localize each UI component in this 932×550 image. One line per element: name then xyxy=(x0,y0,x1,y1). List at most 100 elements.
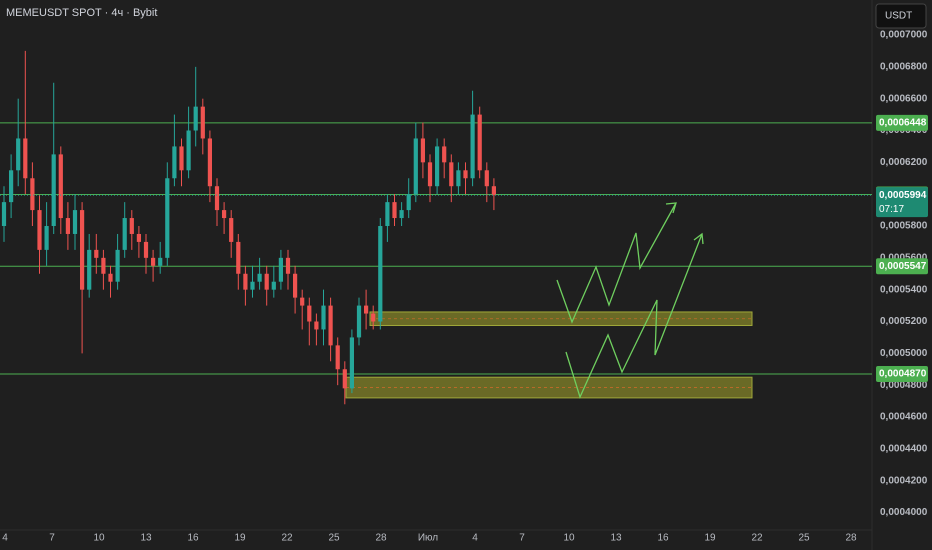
x-tick-label: 19 xyxy=(704,533,716,544)
candle-body xyxy=(378,226,383,322)
candle-body xyxy=(371,313,376,322)
x-tick-label: 13 xyxy=(140,533,152,544)
candle-body xyxy=(80,210,85,290)
level-tag xyxy=(876,114,928,131)
candle-body xyxy=(44,226,49,250)
candle-body xyxy=(37,210,42,250)
candle-body xyxy=(158,257,163,266)
candle-body xyxy=(115,249,120,282)
candle-body xyxy=(470,114,475,179)
candle-body xyxy=(456,170,461,187)
y-tick-label: 0,0004600 xyxy=(880,412,928,423)
candle-body xyxy=(392,202,397,219)
level-tag-label: 0,0005547 xyxy=(879,261,927,272)
candle-body xyxy=(484,170,489,187)
candle-body xyxy=(307,305,312,322)
candle-body xyxy=(229,218,234,242)
currency-label: USDT xyxy=(885,11,912,22)
candle-body xyxy=(179,146,184,171)
candle-body xyxy=(271,281,276,290)
candle-body xyxy=(30,178,35,211)
candle-body xyxy=(222,210,227,219)
level-tag-label: 0,0004870 xyxy=(879,369,927,380)
candle-body xyxy=(129,218,134,234)
y-tick-label: 0,0006600 xyxy=(880,93,928,104)
candle-body xyxy=(449,162,454,187)
candle-body xyxy=(94,249,99,258)
candle-body xyxy=(51,154,56,227)
candle-body xyxy=(321,305,326,330)
x-tick-label: 25 xyxy=(798,533,810,544)
candle-body xyxy=(58,154,63,219)
candle-body xyxy=(356,305,362,338)
candle-body xyxy=(314,321,319,330)
candle-body xyxy=(72,210,78,234)
candle-body xyxy=(293,273,298,298)
y-tick-label: 0,0004800 xyxy=(880,380,928,391)
x-tick-label: 10 xyxy=(563,533,575,544)
candle-body xyxy=(264,273,269,290)
candle-body xyxy=(236,241,241,274)
y-tick-label: 0,0005200 xyxy=(880,316,928,327)
x-tick-label: 4 xyxy=(2,533,8,544)
candle-body xyxy=(87,249,92,290)
candle-body xyxy=(101,257,106,274)
candle-body xyxy=(257,273,262,282)
y-tick-label: 0,0004400 xyxy=(880,443,928,454)
x-tick-label: 28 xyxy=(845,533,857,544)
y-tick-label: 0,0007000 xyxy=(880,30,928,41)
x-tick-label: 7 xyxy=(519,533,525,544)
x-tick-label: 4 xyxy=(472,533,478,544)
candle-body xyxy=(193,106,198,131)
x-tick-label: 16 xyxy=(187,533,199,544)
candle-body xyxy=(328,305,333,346)
x-tick-label: 13 xyxy=(610,533,622,544)
y-tick-label: 0,0004000 xyxy=(880,507,928,518)
drawing-arrows xyxy=(556,202,704,399)
price-tag xyxy=(876,187,928,218)
candle-body xyxy=(278,257,283,282)
x-tick-label: 28 xyxy=(375,533,387,544)
currency-button[interactable] xyxy=(875,3,927,29)
y-tick-label: 0,0005600 xyxy=(880,252,928,263)
candle-body xyxy=(243,273,248,290)
candle-body xyxy=(122,218,127,250)
candle-body xyxy=(151,257,156,266)
x-tick-label: 7 xyxy=(49,533,55,544)
x-tick-label: 22 xyxy=(751,533,763,544)
candle-body xyxy=(406,194,411,211)
y-tick-label: 0,0005800 xyxy=(880,221,928,232)
y-tick-label: 0,0006800 xyxy=(880,61,928,72)
candle-body xyxy=(463,170,468,179)
price-tag-label: 0,0005994 xyxy=(879,190,927,201)
level-tag xyxy=(876,366,928,383)
candle-body xyxy=(420,138,425,163)
candle-body xyxy=(335,345,340,370)
candle-body xyxy=(385,202,390,227)
x-tick-label: 10 xyxy=(93,533,105,544)
candle-body xyxy=(108,273,113,282)
candle-body xyxy=(186,130,191,171)
candle-body xyxy=(143,241,149,258)
candle-body xyxy=(207,138,212,187)
y-tick-label: 0,0004200 xyxy=(880,475,928,486)
y-tick-label: 0,0006200 xyxy=(880,157,928,168)
candle-body xyxy=(172,146,177,179)
candle-body xyxy=(364,305,369,314)
candle-body xyxy=(285,257,291,274)
x-tick-label: 25 xyxy=(328,533,340,544)
candle-body xyxy=(491,186,496,196)
chart-title: MEMEUSDT SPOT · 4ч · Bybit xyxy=(6,7,157,19)
x-tick-label: Июл xyxy=(418,533,438,544)
candle-body xyxy=(342,369,347,389)
x-tick-label: 19 xyxy=(234,533,246,544)
y-tick-label: 0,0005400 xyxy=(880,284,928,295)
candle-body xyxy=(1,202,7,227)
y-tick-label: 0,0005000 xyxy=(880,348,928,359)
x-tick-label: 16 xyxy=(657,533,669,544)
candle-body xyxy=(477,114,482,171)
arrow-path xyxy=(565,233,703,399)
arrow-path xyxy=(556,202,677,324)
